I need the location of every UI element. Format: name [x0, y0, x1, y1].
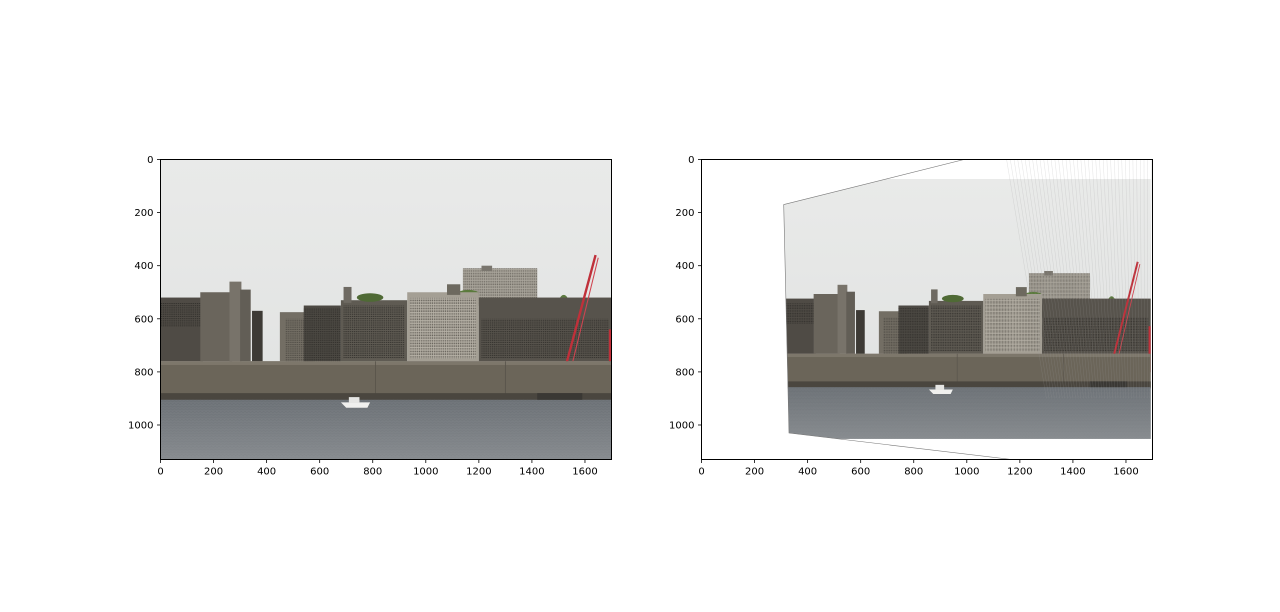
- right-y-tick-label: 600: [675, 314, 694, 325]
- warp-streak: [1125, 159, 1132, 399]
- warp-streak: [1091, 159, 1108, 399]
- left-photo: [160, 159, 612, 460]
- warp-streak: [1121, 159, 1129, 399]
- warp-streak: [1054, 159, 1082, 399]
- warp-streak: [1021, 159, 1058, 399]
- left-x-tick-label: 800: [363, 467, 382, 478]
- warp-streak: [1076, 159, 1097, 399]
- warp-streak: [1058, 159, 1084, 399]
- warp-streak: [1069, 159, 1092, 399]
- left-y-tick-label: 800: [134, 367, 153, 378]
- warp-streak: [1039, 159, 1071, 399]
- warp-streak: [1050, 159, 1079, 399]
- warp-streak: [1065, 159, 1090, 399]
- right-y-tick-label: 200: [675, 208, 694, 219]
- warp-streak: [1013, 159, 1052, 399]
- right-x-tick-label: 800: [904, 467, 923, 478]
- warp-streak: [1140, 159, 1143, 399]
- warp-streak: [1088, 159, 1105, 399]
- warp-streak: [1084, 159, 1103, 399]
- left-image-panel: 0 200 400 600 800 1000 1200 1400 1600 0 200 400 600 8…: [128, 155, 612, 478]
- warp-streak: [1149, 159, 1152, 399]
- warp-streak: [1047, 159, 1076, 399]
- warp-streak: [1110, 159, 1121, 399]
- right-warped-photo: [783, 159, 1153, 460]
- left-x-tick-label: 1200: [466, 467, 491, 478]
- right-x-tick-label: 1000: [954, 467, 979, 478]
- right-x-tick-label: 1600: [1113, 467, 1138, 478]
- right-x-tick-label: 200: [745, 467, 764, 478]
- left-y-tick-label: 0: [147, 155, 153, 166]
- left-x-tick-label: 200: [204, 467, 223, 478]
- left-x-tick-label: 1000: [413, 467, 438, 478]
- warp-streak: [1024, 159, 1060, 399]
- right-y-tick-label: 1000: [669, 420, 694, 431]
- right-x-tick-label: 400: [798, 467, 817, 478]
- right-ticks: 0 200 400 600 800 1000 1200 1400 1600 0 200 400 600 8…: [669, 155, 1139, 478]
- warp-streak: [1099, 159, 1113, 399]
- right-y-tick-label: 400: [675, 261, 694, 272]
- right-axes-frame: [701, 159, 1153, 460]
- warp-streak: [1006, 159, 1047, 399]
- right-y-tick-label: 800: [675, 367, 694, 378]
- warp-streak: [1136, 159, 1140, 399]
- left-x-tick-label: 1400: [519, 467, 544, 478]
- warp-streak: [1062, 159, 1087, 399]
- warp-streak: [1080, 159, 1100, 399]
- warp-streak: [1043, 159, 1074, 399]
- left-axes-frame: [160, 159, 612, 460]
- warp-streak: [1146, 159, 1148, 399]
- left-y-tick-label: 200: [134, 208, 153, 219]
- warp-streak: [1114, 159, 1124, 399]
- right-x-tick-label: 0: [698, 467, 704, 478]
- warp-streak: [1010, 159, 1050, 399]
- left-x-tick-label: 400: [257, 467, 276, 478]
- left-x-tick-label: 1600: [572, 467, 597, 478]
- right-x-tick-label: 600: [851, 467, 870, 478]
- right-image-panel: 0 200 400 600 800 1000 1200 1400 1600 0 200 400 600 8…: [669, 155, 1153, 478]
- warp-streak: [1143, 159, 1145, 399]
- left-ticks: 0 200 400 600 800 1000 1200 1400 1600 0 200 400 600 8…: [128, 155, 598, 478]
- left-x-tick-label: 600: [310, 467, 329, 478]
- warp-streak: [1095, 159, 1111, 399]
- right-y-tick-label: 0: [688, 155, 694, 166]
- warp-streak: [1073, 159, 1095, 399]
- warp-streak: [1017, 159, 1055, 399]
- warp-streak: [1106, 159, 1119, 399]
- warp-streak: [1102, 159, 1116, 399]
- right-x-tick-label: 1200: [1007, 467, 1032, 478]
- right-x-tick-label: 1400: [1060, 467, 1085, 478]
- left-x-tick-label: 0: [157, 467, 163, 478]
- warp-streak: [1128, 159, 1135, 399]
- warp-streak: [1028, 159, 1063, 399]
- left-y-tick-label: 1000: [128, 420, 153, 431]
- warp-streak: [1032, 159, 1066, 399]
- left-y-tick-label: 400: [134, 261, 153, 272]
- warp-boundary: [783, 159, 1153, 460]
- left-y-tick-label: 600: [134, 314, 153, 325]
- warp-streak: [1132, 159, 1137, 399]
- warp-streak: [1036, 159, 1068, 399]
- warp-streak: [1117, 159, 1127, 399]
